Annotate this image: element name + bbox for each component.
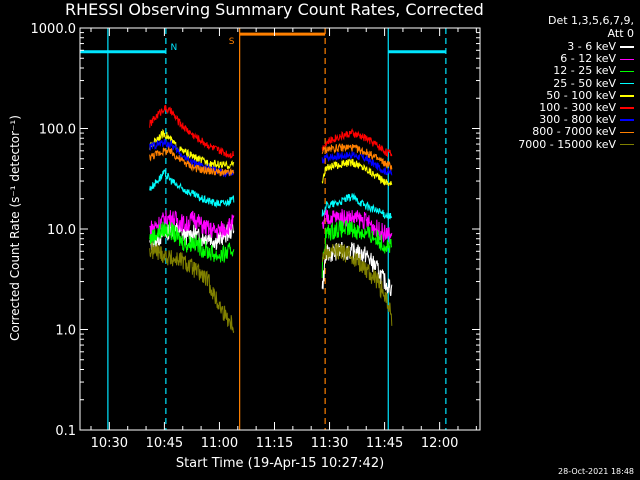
legend-label-4: 50 - 100 keV — [546, 88, 616, 102]
series-100-300-kev-seg-0 — [149, 104, 235, 159]
series-50-100-kev-seg-0 — [149, 128, 235, 170]
legend-swatch-7 — [620, 131, 634, 134]
legend-label-3: 25 - 50 keV — [553, 76, 616, 90]
legend-swatch-2 — [620, 70, 634, 73]
legend-swatch-3 — [620, 82, 634, 85]
x-tick-label-4: 11:30 — [311, 436, 348, 451]
legend-item-5: 100 - 300 keV — [484, 102, 634, 114]
legend-item-1: 6 - 12 keV — [484, 53, 634, 65]
series-800-7000-kev-seg-1 — [321, 143, 393, 172]
legend-label-1: 6 - 12 keV — [560, 52, 616, 66]
y-tick-label-3: 1.0 — [55, 324, 76, 339]
legend-label-0: 3 - 6 keV — [567, 40, 616, 54]
series-100-300-kev-seg-1 — [321, 128, 393, 158]
x-tick-label-1: 10:45 — [146, 436, 183, 451]
x-tick-label-3: 11:15 — [256, 436, 293, 451]
timestamp: 28-Oct-2021 18:48 — [558, 467, 634, 476]
series-12-25-kev-seg-0 — [149, 221, 235, 263]
legend-header-line-1: Det 1,3,5,6,7,9, — [547, 14, 634, 27]
x-tick-label-5: 11:45 — [366, 436, 403, 451]
x-tick-label-6: 12:00 — [421, 436, 458, 451]
y-tick-label-2: 10.0 — [47, 223, 76, 238]
chart-title: RHESSI Observing Summary Count Rates, Co… — [65, 0, 484, 19]
x-tick-label-2: 11:00 — [201, 436, 238, 451]
legend-item-2: 12 - 25 keV — [484, 65, 634, 77]
series-12-25-kev-seg-1 — [321, 220, 393, 279]
x-axis-label: Start Time (19-Apr-15 10:27:42) — [176, 456, 384, 471]
series-300-800-kev-seg-1 — [321, 150, 393, 176]
legend-label-7: 800 - 7000 keV — [532, 125, 616, 139]
legend-swatch-6 — [620, 119, 634, 121]
legend-label-8: 7000 - 15000 keV — [518, 137, 616, 151]
annotation-s: S — [229, 37, 235, 47]
y-tick-label-1: 100.0 — [39, 123, 76, 138]
legend-swatch-8 — [620, 143, 634, 146]
x-tick-label-0: 10:30 — [91, 436, 128, 451]
legend-swatch-0 — [620, 46, 634, 48]
legend-item-4: 50 - 100 keV — [484, 88, 634, 102]
legend-item-7: 800 - 7000 keV — [484, 126, 634, 138]
y-tick-label-4: 0.1 — [55, 424, 76, 439]
legend-label-6: 300 - 800 keV — [539, 113, 616, 127]
series-50-100-kev-seg-1 — [321, 158, 393, 186]
series-7000-15000-kev-seg-0 — [149, 242, 235, 333]
legend-item-0: 3 - 6 keV — [484, 41, 634, 53]
legend-header-line-2: Att 0 — [607, 27, 634, 40]
legend-label-5: 100 - 300 keV — [539, 101, 616, 115]
legend-swatch-4 — [620, 95, 634, 97]
series-25-50-kev-seg-0 — [149, 169, 235, 209]
legend-label-2: 12 - 25 keV — [553, 64, 616, 78]
legend-item-3: 25 - 50 keV — [484, 76, 634, 90]
legend-swatch-1 — [620, 58, 634, 61]
annotation-n: N — [171, 43, 178, 53]
legend-item-8: 7000 - 15000 keV — [484, 137, 634, 151]
series-6-12-kev-seg-1 — [321, 208, 393, 244]
legend-item-6: 300 - 800 keV — [484, 114, 634, 126]
legend-swatch-5 — [620, 107, 634, 109]
series-7000-15000-kev-seg-1 — [321, 243, 393, 326]
series-25-50-kev-seg-1 — [321, 192, 393, 220]
legend-header: Det 1,3,5,6,7,9, Att 0 — [484, 14, 634, 40]
y-axis-label: Corrected Count Rate (s⁻¹ detector⁻¹) — [8, 115, 22, 341]
series-800-7000-kev-seg-0 — [149, 145, 235, 177]
legend: 3 - 6 keV 6 - 12 keV 12 - 25 keV 25 - 50 ke… — [484, 41, 634, 151]
y-tick-label-0: 1000.0 — [31, 22, 77, 37]
series-6-12-kev-seg-0 — [149, 210, 235, 239]
